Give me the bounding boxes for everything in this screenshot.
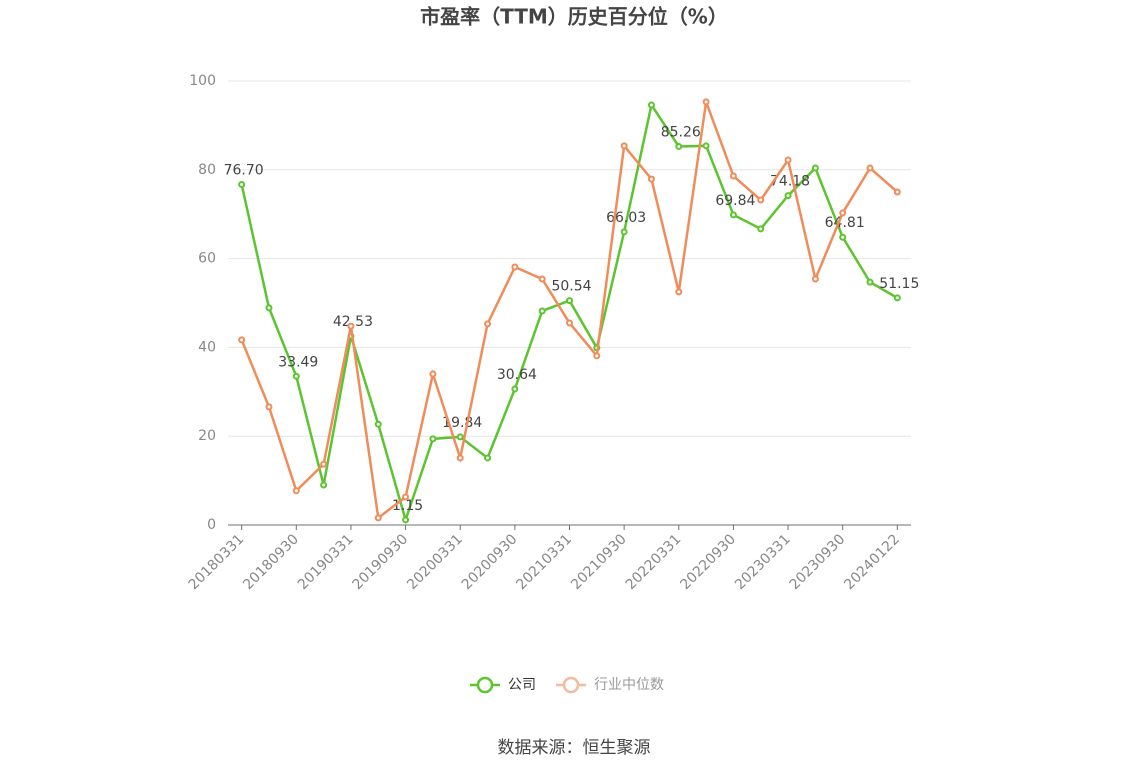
data-point (429, 435, 437, 443)
x-tick-label: 20210331 (513, 531, 575, 593)
data-label: 85.26 (661, 124, 701, 140)
legend-label: 行业中位数 (594, 677, 664, 693)
data-point (675, 142, 683, 150)
chart-title: 市盈率（TTM）历史百分位（%） (420, 5, 728, 29)
data-point (866, 164, 874, 172)
data-point (456, 433, 464, 441)
x-tick-label: 20200930 (459, 531, 521, 593)
data-point (484, 454, 492, 462)
data-point (511, 385, 519, 393)
data-point (757, 225, 765, 233)
y-tick-label: 100 (189, 73, 216, 89)
data-label: 69.84 (715, 193, 755, 209)
series-line (240, 101, 899, 521)
data-point (456, 454, 464, 462)
x-tick-label: 20200331 (404, 531, 466, 593)
x-tick-label: 20180331 (186, 531, 248, 593)
data-point (702, 142, 710, 150)
data-point (566, 297, 573, 305)
data-point (647, 101, 655, 109)
data-point (538, 307, 546, 315)
legend-label: 公司 (508, 677, 536, 693)
data-point (292, 487, 300, 495)
y-tick-label: 60 (198, 251, 216, 267)
data-point (511, 263, 519, 271)
data-point (374, 514, 382, 522)
data-point (320, 460, 328, 468)
x-tick-label: 20230930 (787, 531, 849, 593)
x-tick-label: 20210930 (568, 531, 630, 593)
data-point (811, 164, 819, 172)
data-point (811, 275, 819, 283)
data-point (620, 228, 628, 236)
data-label: 42.53 (333, 314, 373, 330)
legend-marker (562, 676, 580, 694)
data-label: 30.64 (497, 367, 537, 383)
data-point (839, 209, 847, 217)
data-point (320, 481, 328, 489)
data-point (402, 516, 410, 524)
data-label: 66.03 (606, 210, 646, 226)
data-point (729, 211, 737, 219)
data-point (347, 322, 355, 330)
data-point (729, 172, 737, 180)
y-tick-label: 0 (207, 517, 216, 533)
x-tick-label: 20190930 (350, 531, 412, 593)
data-point (893, 294, 901, 302)
data-point (784, 156, 792, 164)
data-point (292, 372, 300, 380)
data-point (702, 98, 710, 106)
data-point (538, 275, 546, 283)
data-point (620, 142, 628, 150)
data-point (484, 320, 492, 328)
x-tick-label: 20220930 (677, 531, 739, 593)
series-line (240, 101, 898, 525)
data-point (593, 352, 601, 360)
x-tick-label: 20240122 (841, 531, 903, 593)
x-tick-label: 20230331 (732, 531, 794, 593)
data-point (647, 175, 655, 183)
data-point (566, 319, 573, 327)
source: 数据来源：恒生聚源 (498, 738, 651, 758)
data-label: 33.49 (278, 354, 318, 370)
data-label: 64.81 (825, 215, 865, 231)
data-label: 74.18 (770, 174, 810, 190)
x-tick-label: 20180930 (240, 531, 302, 593)
data-point (238, 180, 246, 188)
data-point (784, 192, 792, 200)
x-tick-label: 20220331 (623, 531, 685, 593)
data-point (839, 233, 847, 241)
y-tick-label: 20 (198, 428, 216, 444)
data-label: 51.15 (879, 276, 919, 292)
data-point (402, 493, 410, 501)
data-label: 1.15 (392, 498, 423, 514)
y-tick-label: 80 (198, 162, 216, 178)
data-label: 50.54 (551, 279, 591, 295)
y-tick-label: 40 (198, 339, 216, 355)
data-point (429, 370, 437, 378)
data-point (265, 304, 273, 312)
data-point (757, 196, 765, 204)
data-label: 19.84 (442, 415, 482, 431)
data-label: 76.70 (224, 162, 264, 178)
data-point (893, 188, 901, 196)
x-tick-label: 20190331 (295, 531, 357, 593)
data-point (374, 420, 382, 428)
data-point (866, 278, 874, 286)
legend-marker (476, 676, 494, 694)
data-point (265, 403, 273, 411)
data-point (675, 288, 683, 296)
data-point (238, 336, 246, 344)
